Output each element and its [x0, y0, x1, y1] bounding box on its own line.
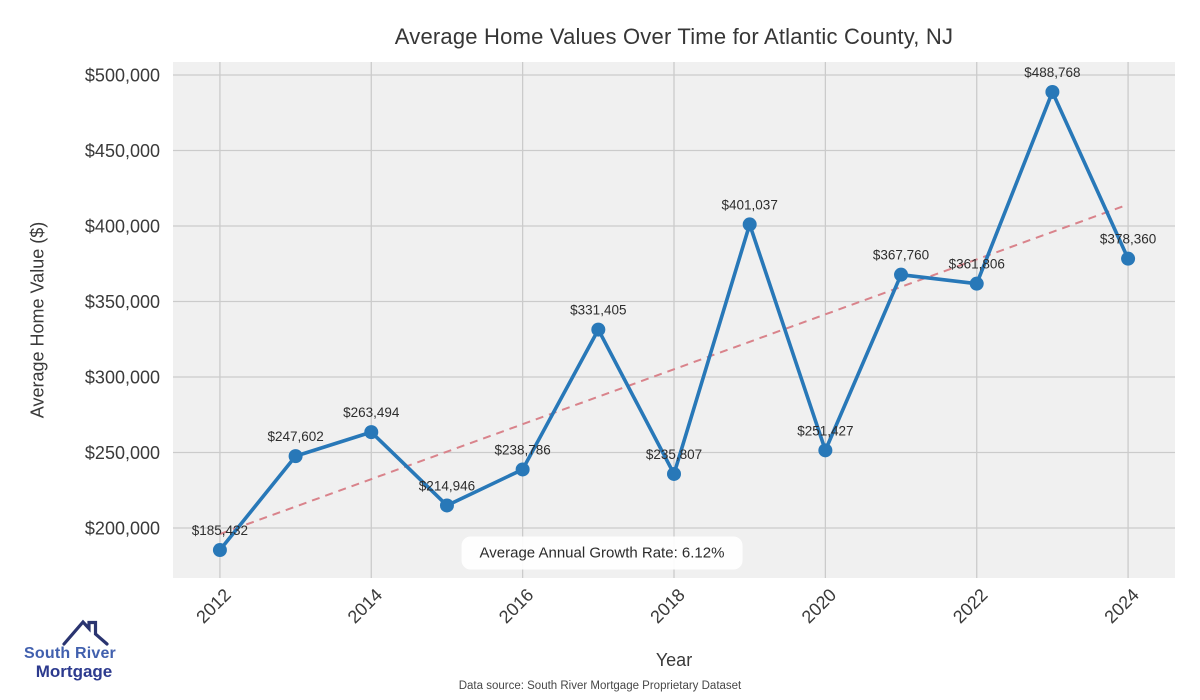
data-point-label: $378,360 [1100, 232, 1156, 247]
data-point-label: $361,806 [949, 257, 1005, 272]
company-logo: South River Mortgage [18, 612, 122, 688]
data-point-marker [364, 425, 379, 440]
chart-title: Average Home Values Over Time for Atlant… [394, 24, 954, 49]
data-point-label: $247,602 [267, 429, 323, 444]
data-point-marker [969, 276, 984, 291]
data-point-label: $263,494 [343, 405, 400, 420]
x-tick-label: 2020 [798, 585, 840, 627]
x-axis-label: Year [655, 650, 693, 670]
data-point-marker [894, 267, 909, 282]
data-point-label: $251,427 [797, 423, 853, 438]
data-point-marker [742, 217, 757, 232]
logo-text-south-river: South River [24, 645, 116, 662]
y-tick-label: $200,000 [85, 519, 160, 539]
data-point-marker [439, 498, 454, 513]
y-tick-label: $500,000 [85, 65, 160, 85]
x-tick-label: 2016 [495, 585, 537, 627]
data-point-marker [288, 449, 303, 464]
x-tick-label: 2014 [344, 585, 386, 627]
trend-line [219, 203, 1129, 535]
data-point-label: $367,760 [873, 248, 929, 263]
y-tick-label: $300,000 [85, 368, 160, 388]
data-point-marker [591, 322, 606, 337]
house-roof-icon [62, 619, 109, 646]
data-point-label: $401,037 [722, 197, 778, 212]
data-point-marker [1121, 251, 1136, 266]
data-point-label: $214,946 [419, 478, 475, 493]
data-point-label: $185,432 [192, 523, 248, 538]
x-tick-label: 2012 [192, 585, 234, 627]
data-point-marker [212, 543, 227, 558]
data-point-marker [1045, 84, 1060, 99]
y-tick-label: $350,000 [85, 292, 160, 312]
data-point-label: $235,807 [646, 447, 702, 462]
logo-text-mortgage: Mortgage [35, 662, 113, 681]
data-source-note: Data source: South River Mortgage Propri… [458, 680, 742, 692]
data-point-label: $331,405 [570, 303, 626, 318]
y-tick-label: $450,000 [85, 141, 160, 161]
data-point-marker [515, 462, 530, 477]
data-point-label: $488,768 [1024, 65, 1080, 80]
data-point-marker [667, 466, 681, 481]
x-tick-label: 2018 [646, 585, 688, 627]
data-point-marker [818, 443, 833, 458]
data-point-label: $238,786 [494, 442, 550, 457]
growth-rate-annotation: Average Annual Growth Rate: 6.12% [461, 536, 743, 570]
x-tick-label: 2022 [949, 585, 991, 627]
x-tick-label: 2024 [1100, 585, 1142, 627]
y-tick-label: $250,000 [85, 443, 160, 463]
y-tick-label: $400,000 [85, 216, 160, 236]
